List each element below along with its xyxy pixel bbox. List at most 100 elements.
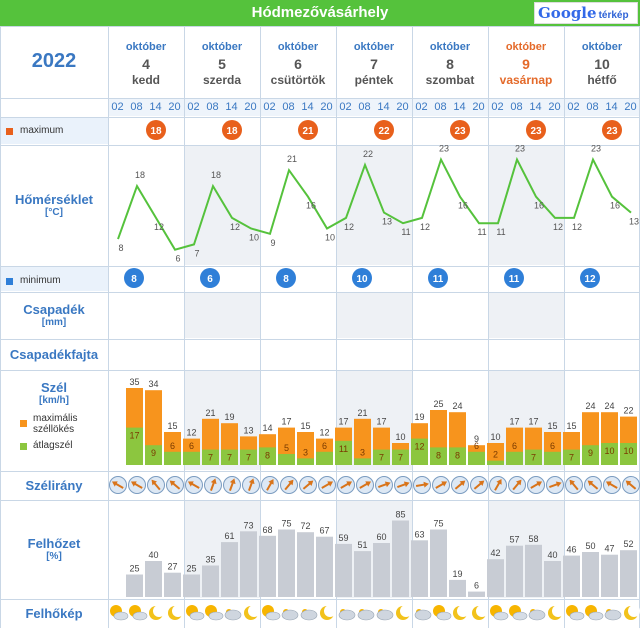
gust-bar xyxy=(297,432,314,465)
cloud-value: 61 xyxy=(224,531,234,541)
cloud-bar xyxy=(525,544,542,597)
temperature-point-label: 6 xyxy=(175,254,180,264)
temperature-point-label: 11 xyxy=(401,227,410,237)
cloud-bar xyxy=(601,554,618,597)
cloud-bar xyxy=(164,572,181,597)
cloud-value: 75 xyxy=(433,519,443,529)
precip-type-row-label: Csapadékfajta xyxy=(0,339,108,369)
day-header-6: október 6 csütörtök xyxy=(260,26,336,97)
wind-arrow-icon xyxy=(494,478,502,491)
sun-cloud-icon xyxy=(566,605,585,621)
gust-bar xyxy=(354,418,371,465)
wind-arrow-icon xyxy=(266,478,274,491)
gust-value: 21 xyxy=(205,408,215,418)
wind-arrow-icon xyxy=(111,481,124,489)
avg-wind-value: 6 xyxy=(322,441,327,451)
min-temp-value: 11 xyxy=(433,274,444,285)
google-map-link[interactable]: Google térkép xyxy=(534,2,638,24)
cloud-value: 59 xyxy=(338,533,348,543)
temperature-point-label: 10 xyxy=(325,233,335,243)
min-temp-value: 6 xyxy=(207,274,213,285)
moon-icon xyxy=(168,605,184,620)
avg-wind-bar xyxy=(354,458,371,465)
avg-wind-bar xyxy=(126,427,143,465)
avg-wind-bar xyxy=(544,451,561,465)
precip-row-label: Csapadék [mm] xyxy=(0,292,108,338)
cloud-value: 51 xyxy=(357,540,367,550)
min-temp-circle xyxy=(200,268,220,288)
cloud-bar xyxy=(354,551,371,597)
wind-arrow-icon xyxy=(151,479,161,491)
avg-wind-bar xyxy=(164,451,181,465)
avg-wind-bar xyxy=(297,458,314,465)
cloud-icon xyxy=(300,609,318,621)
wind-arrow-icon xyxy=(359,481,372,489)
day-header-10: október 10 hétfő xyxy=(564,26,640,97)
cloud-bar xyxy=(126,574,143,597)
gust-value: 14 xyxy=(262,423,272,433)
minimum-label: minimum xyxy=(20,275,61,286)
cloud-icon xyxy=(338,609,356,621)
day-month: október xyxy=(125,41,167,53)
hour-label: 02 xyxy=(111,101,124,113)
avg-wind-value: 6 xyxy=(189,441,194,451)
day-weekday: péntek xyxy=(354,73,394,87)
avg-wind-bar xyxy=(278,454,295,465)
max-temp-value: 23 xyxy=(454,126,466,137)
sun-cloud-icon xyxy=(509,605,528,621)
wind-arrow-icon xyxy=(435,481,448,489)
cloud-value: 40 xyxy=(547,550,557,560)
cloud-value: 50 xyxy=(585,541,595,551)
minimum-marker xyxy=(6,278,13,285)
temperature-point-label: 21 xyxy=(287,154,297,164)
hour-label: 08 xyxy=(586,101,599,113)
wind-arrow-icon xyxy=(248,478,255,491)
cloud-bar xyxy=(392,520,409,597)
day-number: 7 xyxy=(370,56,378,72)
hour-label: 20 xyxy=(168,101,181,113)
cloud-bar xyxy=(373,543,390,597)
temperature-point-label: 9 xyxy=(270,238,275,248)
gust-value: 17 xyxy=(338,417,348,427)
wind-arrow-icon xyxy=(473,480,485,490)
gust-value: 25 xyxy=(433,399,443,409)
avg-wind-bar xyxy=(202,449,219,465)
day-header-7: október 7 péntek xyxy=(336,26,412,97)
moon-icon xyxy=(453,605,469,620)
hour-label: 08 xyxy=(510,101,523,113)
hour-label: 02 xyxy=(263,101,276,113)
gust-value: 10 xyxy=(395,432,405,442)
day-number: 4 xyxy=(142,56,150,72)
cloud-bar xyxy=(145,561,162,597)
day-weekday: hétfő xyxy=(587,73,617,87)
hour-label: 14 xyxy=(301,101,314,113)
day-month: október xyxy=(277,41,319,53)
cloud-value: 27 xyxy=(167,562,177,572)
temperature-point-label: 23 xyxy=(515,144,525,154)
temperature-row-label: Hőmérséklet [°C] xyxy=(0,145,108,265)
cloud-value: 85 xyxy=(395,510,405,520)
avg-wind-bar xyxy=(221,449,238,465)
wind-arrow-icon xyxy=(302,480,314,490)
header-bar xyxy=(0,0,640,26)
wind-arrow-icon xyxy=(569,479,579,491)
avg-wind-value: 6 xyxy=(550,441,555,451)
gust-value: 17 xyxy=(509,417,519,427)
min-temp-value: 10 xyxy=(356,274,368,285)
avg-wind-bar xyxy=(525,449,542,465)
gust-value: 24 xyxy=(604,401,614,411)
cloud-bar xyxy=(620,550,637,597)
temperature-unit: [°C] xyxy=(45,207,63,218)
day-month: október xyxy=(353,41,395,53)
gust-value: 15 xyxy=(167,421,177,431)
cloud-value: 67 xyxy=(319,526,329,536)
gust-value: 15 xyxy=(300,421,310,431)
cloud-icon xyxy=(281,609,299,621)
avg-wind-value: 9 xyxy=(588,448,593,458)
cloud-bar xyxy=(544,561,561,597)
temperature-point-label: 18 xyxy=(211,170,221,180)
cloud-icon xyxy=(604,609,622,621)
wind-unit: [km/h] xyxy=(39,395,69,406)
precip-title: Csapadék xyxy=(23,302,85,317)
day-number: 6 xyxy=(294,56,302,72)
